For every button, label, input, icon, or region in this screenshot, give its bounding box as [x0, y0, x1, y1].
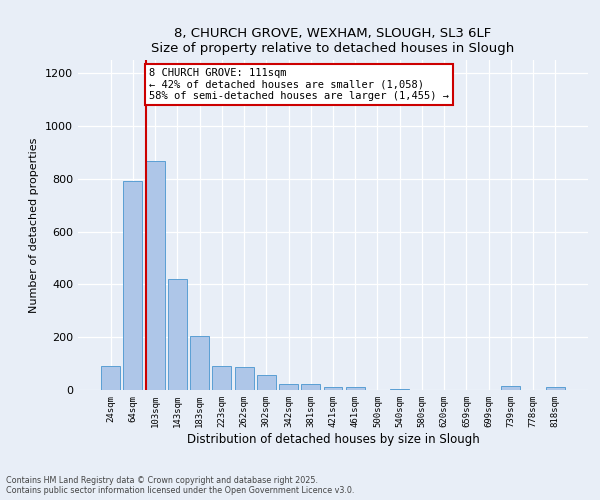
X-axis label: Distribution of detached houses by size in Slough: Distribution of detached houses by size … [187, 432, 479, 446]
Bar [212, 366, 231, 390]
Bar [124, 182, 142, 390]
Bar [257, 376, 276, 390]
Bar [279, 384, 298, 390]
Bar [346, 388, 365, 390]
Bar [190, 336, 209, 390]
Text: Contains HM Land Registry data © Crown copyright and database right 2025.
Contai: Contains HM Land Registry data © Crown c… [6, 476, 355, 495]
Bar [235, 367, 254, 390]
Bar [168, 279, 187, 390]
Bar [546, 388, 565, 390]
Text: 8 CHURCH GROVE: 111sqm
← 42% of detached houses are smaller (1,058)
58% of semi-: 8 CHURCH GROVE: 111sqm ← 42% of detached… [149, 68, 449, 101]
Bar [101, 366, 120, 390]
Bar [146, 161, 164, 390]
Bar [323, 388, 343, 390]
Title: 8, CHURCH GROVE, WEXHAM, SLOUGH, SL3 6LF
Size of property relative to detached h: 8, CHURCH GROVE, WEXHAM, SLOUGH, SL3 6LF… [151, 26, 515, 54]
Bar [502, 386, 520, 390]
Bar [301, 384, 320, 390]
Bar [390, 388, 409, 390]
Y-axis label: Number of detached properties: Number of detached properties [29, 138, 40, 312]
